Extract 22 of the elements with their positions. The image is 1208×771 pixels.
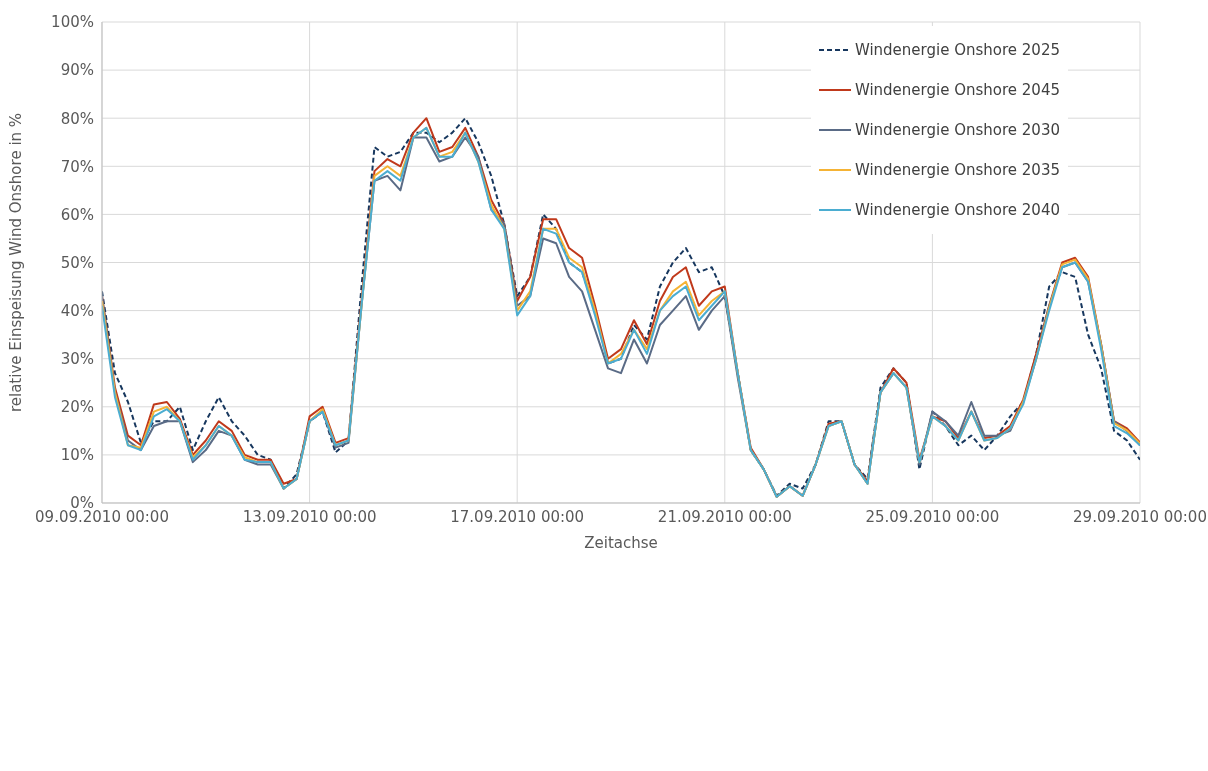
y-tick-label: 100% xyxy=(51,13,94,32)
y-axis-title: relative Einspeisung Wind Onshore in % xyxy=(7,112,26,413)
x-tick-label: 25.09.2010 00:00 xyxy=(865,507,1000,526)
legend-label: Windenergie Onshore 2035 xyxy=(854,161,1060,179)
legend-label: Windenergie Onshore 2040 xyxy=(854,201,1060,219)
x-tick-label: 17.09.2010 00:00 xyxy=(450,507,585,526)
y-tick-label: 50% xyxy=(60,253,94,272)
y-tick-label: 40% xyxy=(60,301,94,320)
y-tick-label: 20% xyxy=(60,398,94,417)
legend-label: Windenergie Onshore 2045 xyxy=(854,81,1060,99)
x-tick-label: 29.09.2010 00:00 xyxy=(1073,507,1207,526)
y-tick-label: 10% xyxy=(60,446,94,465)
x-tick-label: 21.09.2010 00:00 xyxy=(657,507,792,526)
y-tick-label: 80% xyxy=(60,109,94,128)
y-tick-label: 90% xyxy=(60,61,94,80)
y-tick-label: 30% xyxy=(60,350,94,369)
legend-label: Windenergie Onshore 2025 xyxy=(854,41,1060,59)
x-tick-label: 13.09.2010 00:00 xyxy=(242,507,377,526)
y-tick-label: 60% xyxy=(60,205,94,224)
legend-label: Windenergie Onshore 2030 xyxy=(854,121,1060,139)
x-axis-title: Zeitachse xyxy=(584,534,658,552)
y-tick-label: 70% xyxy=(60,157,94,176)
